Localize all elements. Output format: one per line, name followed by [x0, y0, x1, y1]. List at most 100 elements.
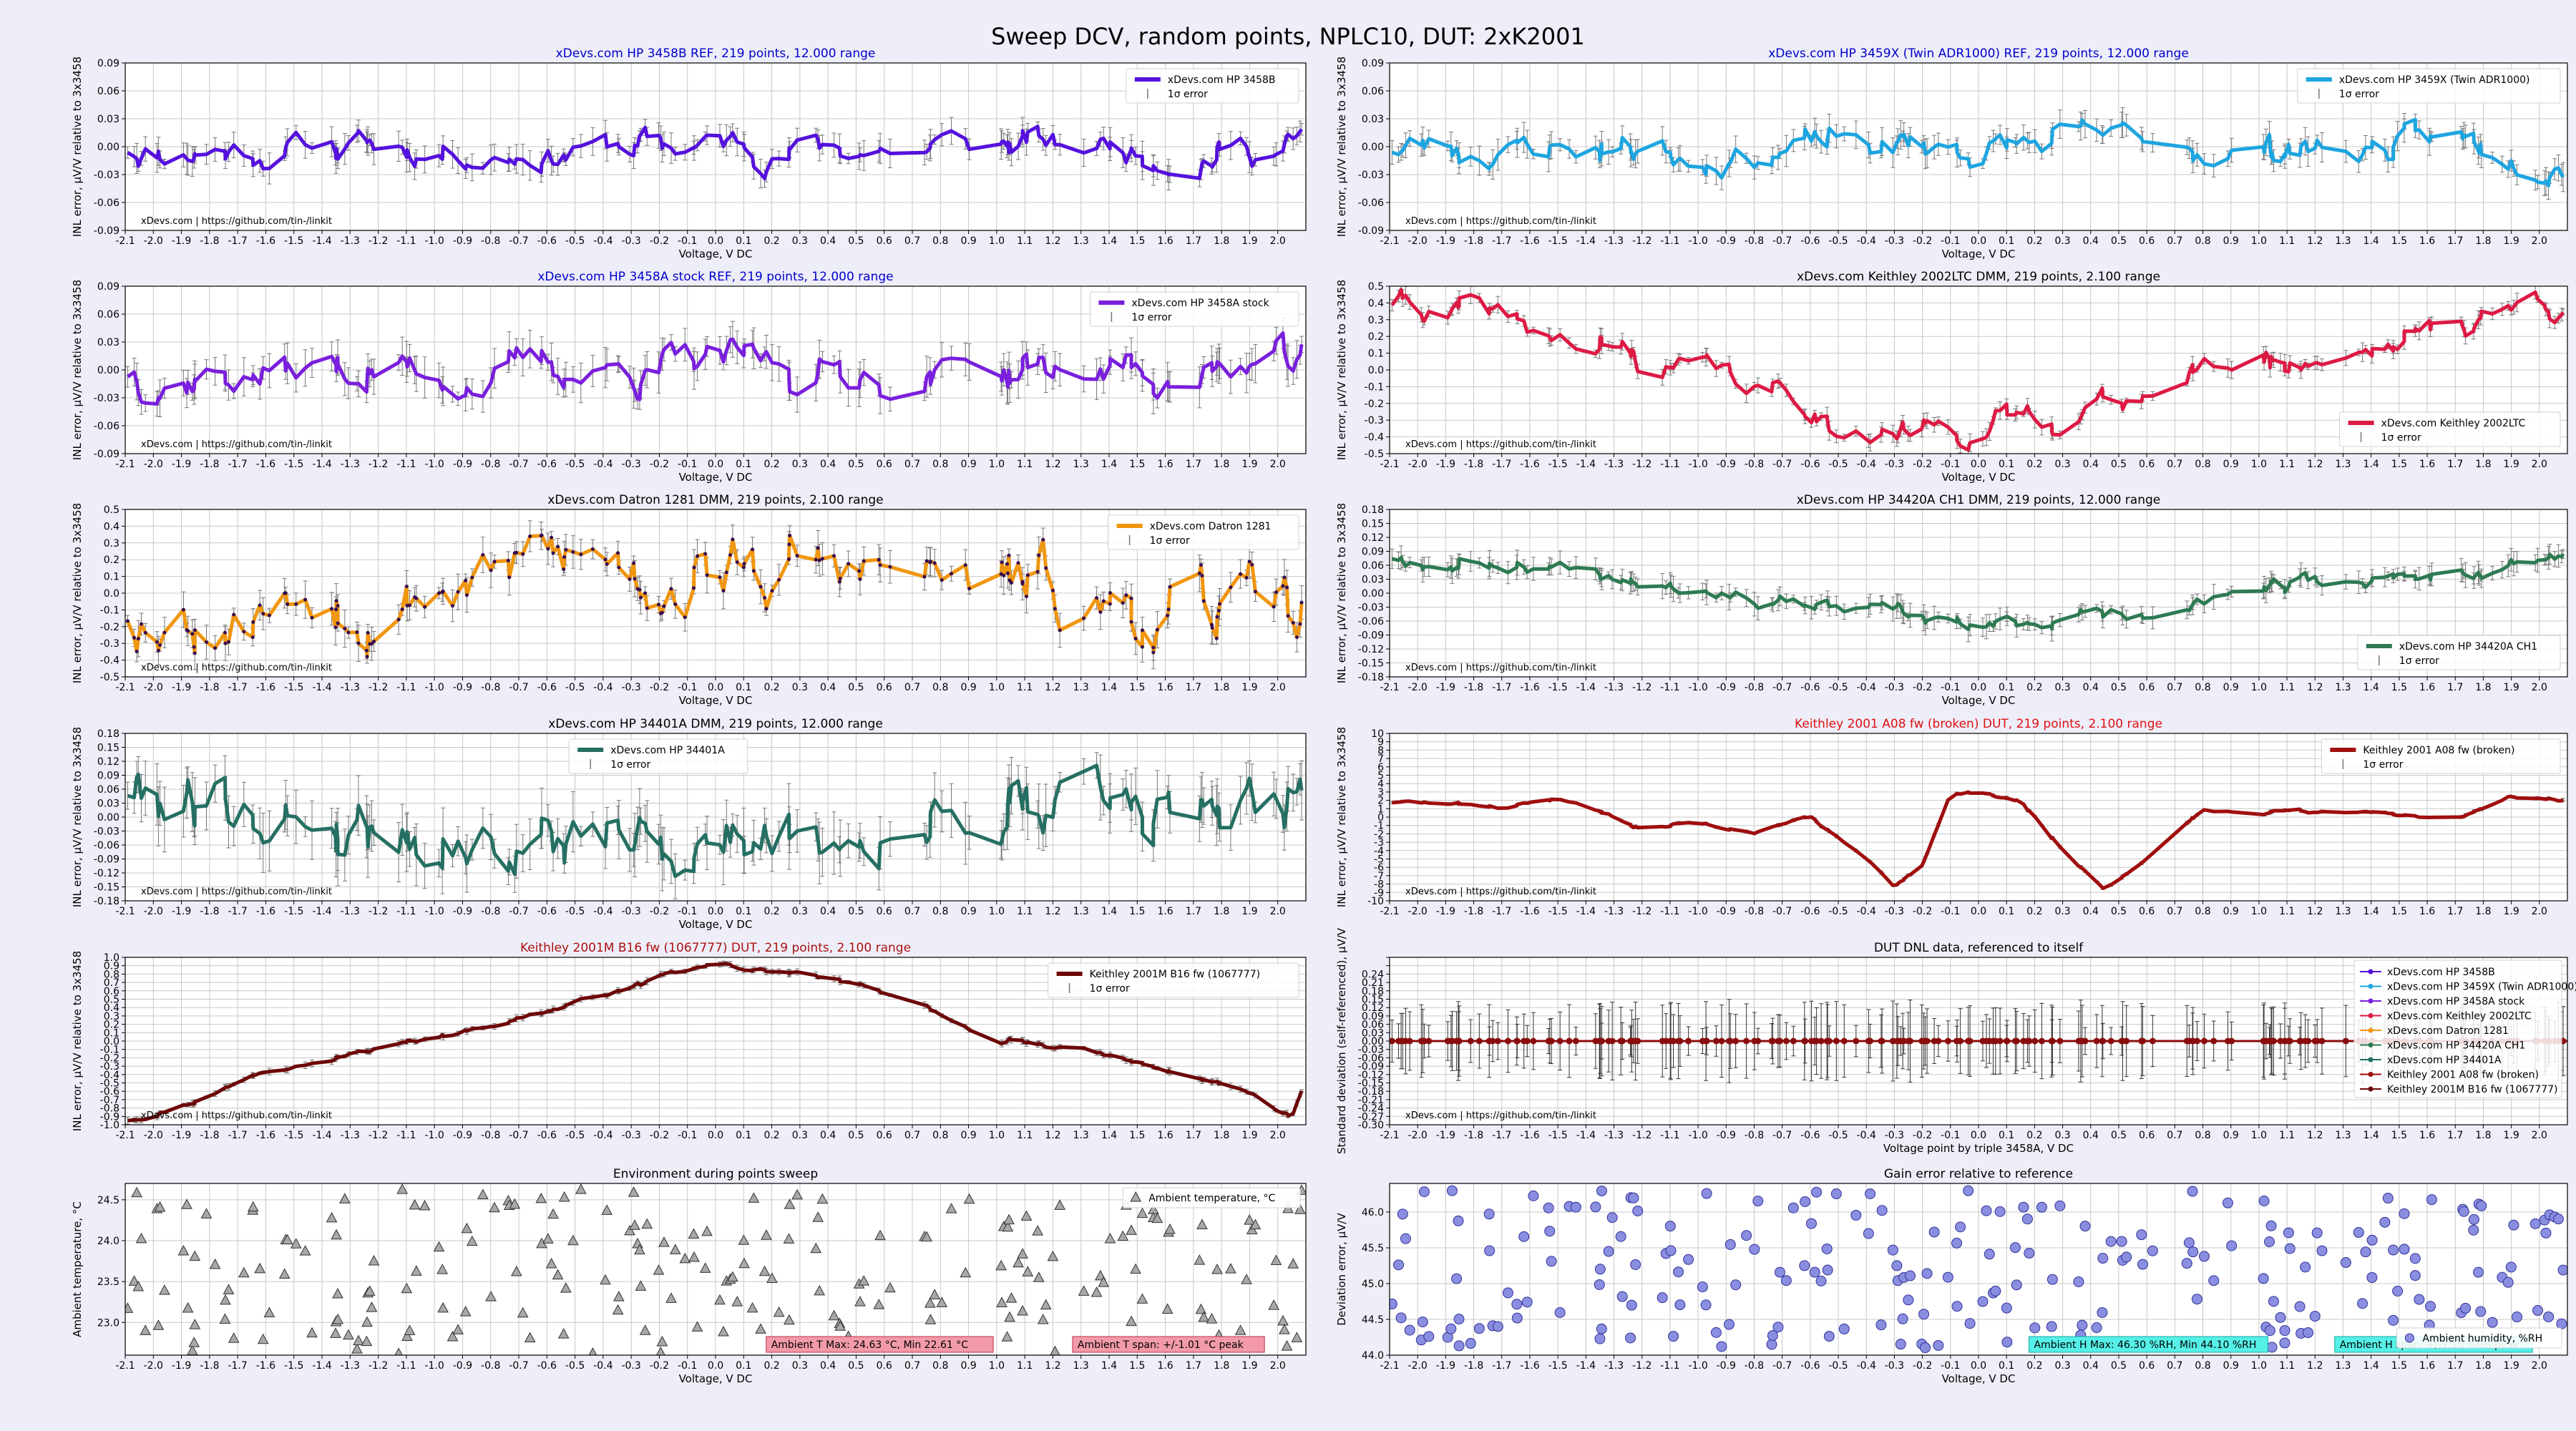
x-tick-label: 0.4 — [820, 459, 836, 470]
panel-title: xDevs.com HP 3458B REF, 219 points, 12.0… — [556, 47, 876, 61]
series-point — [294, 602, 298, 606]
panel-p2: -2.1 -2.0 -1.9 -1.8 -1.7 -1.6 -1.5 -1.4 -1.3 -1.2… — [1335, 47, 2568, 260]
x-tick-label: 1.6 — [1157, 235, 1173, 247]
series-point — [617, 565, 621, 570]
x-tick-label: -0.1 — [678, 682, 697, 693]
series-point — [155, 640, 159, 644]
x-tick-label: 1.7 — [1186, 459, 1201, 470]
series-point — [1155, 627, 1159, 632]
x-tick-label: -1.5 — [1548, 459, 1567, 470]
x-tick-label: 0.4 — [2083, 682, 2099, 693]
series-point — [1294, 635, 1299, 640]
y-tick-label: 0.00 — [97, 142, 119, 153]
series-point — [1082, 616, 1086, 620]
x-tick-label: -0.7 — [1772, 235, 1792, 247]
series-point — [590, 547, 595, 552]
series-point — [258, 603, 262, 607]
x-tick-label: 1.7 — [1186, 235, 1201, 247]
y-tick-label: 0.00 — [1362, 142, 1384, 153]
series-point — [414, 596, 419, 600]
x-tick-label: 1.0 — [989, 459, 1005, 470]
x-tick-label: -1.5 — [284, 235, 303, 247]
y-tick-label: 0.09 — [97, 58, 119, 69]
x-tick-label: 1.5 — [2391, 682, 2407, 693]
panel-title: xDevs.com Keithley 2002LTC DMM, 219 poin… — [1797, 270, 2160, 284]
series-line — [1391, 117, 2565, 187]
panel-p6: -2.1 -2.0 -1.9 -1.8 -1.7 -1.6 -1.5 -1.4 -1.3 -1.2… — [1335, 493, 2568, 707]
x-tick-label: -0.8 — [481, 682, 500, 693]
y-tick-label: -0.1 — [1365, 381, 1384, 393]
series-point — [1281, 584, 1285, 588]
series-point — [242, 630, 246, 634]
series-point — [226, 640, 230, 644]
series-point — [366, 630, 370, 635]
series-point — [1025, 573, 1030, 577]
y-tick-label: -0.06 — [1358, 616, 1384, 627]
series-point — [1108, 602, 1112, 606]
x-tick-label: -2.1 — [115, 235, 135, 247]
x-tick-label: 0.4 — [820, 682, 836, 693]
legend: xDevs.com HP 3458A stock 1σ error — [1089, 291, 1299, 327]
x-tick-label: 0.2 — [763, 235, 779, 247]
x-tick-label: 1.5 — [1129, 459, 1145, 470]
x-tick-label: 0.5 — [2111, 682, 2127, 693]
y-tick-label: -0.18 — [1358, 672, 1384, 683]
x-tick-label: -1.2 — [369, 459, 388, 470]
series-point — [571, 550, 575, 554]
x-tick-label: -0.8 — [481, 459, 500, 470]
y-tick-label: 0.0 — [104, 588, 119, 600]
x-tick-label: -0.9 — [453, 235, 472, 247]
x-tick-label: -1.9 — [1436, 459, 1455, 470]
x-tick-label: 0.3 — [2054, 682, 2070, 693]
series-point — [404, 585, 409, 589]
x-tick-label: -0.2 — [1913, 682, 1932, 693]
series-point — [470, 575, 474, 580]
series-point — [1253, 590, 1257, 594]
x-tick-label: -0.5 — [565, 235, 585, 247]
x-tick-label: 0.9 — [960, 459, 976, 470]
series-point — [346, 630, 351, 635]
x-tick-label: -1.4 — [312, 459, 331, 470]
x-tick-label: -2.1 — [1380, 682, 1399, 693]
x-tick-label: -1.4 — [312, 682, 331, 693]
series-point — [616, 551, 620, 555]
x-tick-label: 0.3 — [792, 235, 808, 247]
x-tick-label: -2.0 — [144, 459, 163, 470]
x-tick-label: 2.0 — [2532, 682, 2547, 693]
credit-text: xDevs.com | https://github.com/tin-/link… — [141, 439, 332, 450]
credit-text: xDevs.com | https://github.com/tin-/link… — [141, 663, 332, 673]
x-tick-label: 1.2 — [1045, 682, 1060, 693]
y-tick-label: 0.06 — [1362, 560, 1384, 572]
series-point — [1216, 609, 1221, 613]
x-tick-label: 0.9 — [2223, 682, 2239, 693]
x-tick-label: 0.0 — [1971, 459, 1986, 470]
series-point — [1140, 628, 1144, 633]
y-axis-label: INL error, µV/V relative to 3x3458 — [71, 280, 84, 460]
series-point — [333, 625, 338, 630]
x-tick-label: 2.0 — [2532, 459, 2547, 470]
x-tick-label: -0.9 — [1717, 459, 1736, 470]
series-point — [1298, 622, 1302, 626]
series-point — [847, 562, 851, 566]
series-point — [1201, 599, 1206, 603]
series-point — [192, 651, 197, 655]
x-tick-label: -1.2 — [369, 235, 388, 247]
series-point — [556, 544, 560, 549]
x-tick-label: 1.5 — [2391, 235, 2407, 247]
x-tick-label: 0.6 — [877, 682, 892, 693]
series-point — [464, 593, 469, 597]
series-point — [540, 533, 544, 537]
x-tick-label: 1.4 — [1101, 235, 1117, 247]
x-tick-label: 1.4 — [2363, 459, 2379, 470]
series-point — [204, 640, 208, 644]
x-tick-label: -0.3 — [1885, 235, 1904, 247]
x-tick-label: 2.0 — [2532, 235, 2547, 247]
series-point — [862, 559, 866, 563]
series-point — [1272, 605, 1276, 609]
series-point — [1024, 595, 1028, 599]
x-tick-label: 1.7 — [2447, 459, 2463, 470]
series-point — [1041, 537, 1045, 542]
x-tick-label: -1.3 — [341, 682, 360, 693]
x-tick-label: -1.6 — [256, 459, 275, 470]
series-point — [967, 587, 972, 591]
